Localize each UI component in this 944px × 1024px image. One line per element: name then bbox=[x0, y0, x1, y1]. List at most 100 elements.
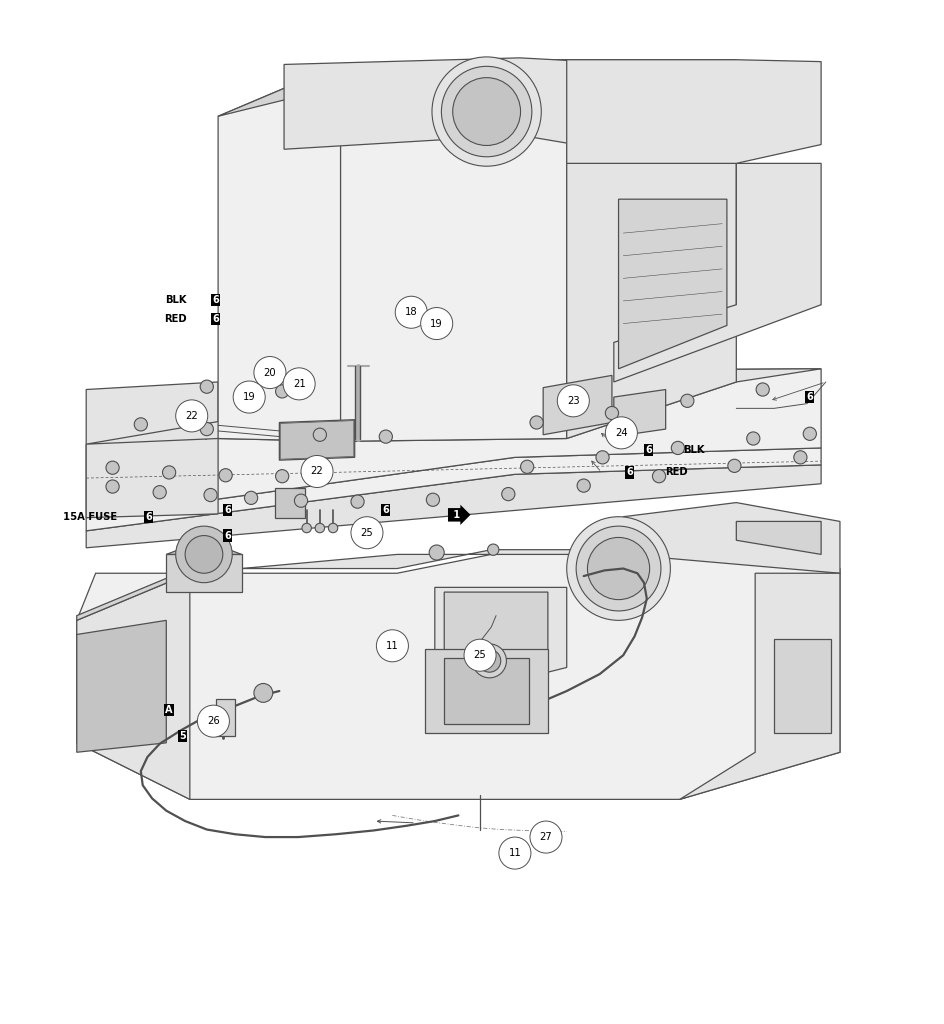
Text: 26: 26 bbox=[207, 716, 220, 726]
Circle shape bbox=[219, 469, 232, 482]
Circle shape bbox=[350, 517, 382, 549]
Circle shape bbox=[376, 630, 408, 662]
Polygon shape bbox=[86, 465, 820, 548]
Polygon shape bbox=[614, 389, 665, 436]
Circle shape bbox=[197, 706, 229, 737]
Circle shape bbox=[472, 644, 506, 678]
Polygon shape bbox=[444, 592, 548, 691]
Circle shape bbox=[106, 461, 119, 474]
Text: 19: 19 bbox=[243, 392, 255, 402]
Circle shape bbox=[244, 492, 258, 505]
Polygon shape bbox=[623, 503, 839, 573]
Text: 6: 6 bbox=[211, 295, 218, 305]
Circle shape bbox=[302, 523, 312, 532]
Polygon shape bbox=[166, 541, 242, 554]
Polygon shape bbox=[618, 200, 726, 369]
Text: 6: 6 bbox=[805, 392, 813, 402]
Circle shape bbox=[176, 400, 208, 432]
Polygon shape bbox=[218, 65, 340, 441]
Circle shape bbox=[283, 368, 314, 400]
Polygon shape bbox=[279, 420, 354, 460]
Circle shape bbox=[478, 649, 500, 672]
Circle shape bbox=[106, 480, 119, 494]
Circle shape bbox=[185, 536, 223, 573]
Text: 22: 22 bbox=[311, 467, 323, 476]
Circle shape bbox=[576, 526, 660, 611]
Text: 18: 18 bbox=[405, 307, 417, 317]
Circle shape bbox=[605, 407, 618, 420]
Circle shape bbox=[276, 385, 289, 398]
Polygon shape bbox=[340, 59, 566, 441]
Polygon shape bbox=[735, 521, 820, 554]
Text: 6: 6 bbox=[224, 505, 230, 515]
Text: 6: 6 bbox=[645, 444, 651, 455]
Text: 20: 20 bbox=[263, 368, 276, 378]
Text: 25: 25 bbox=[473, 650, 486, 660]
Text: 25: 25 bbox=[361, 527, 373, 538]
Circle shape bbox=[587, 538, 649, 600]
Circle shape bbox=[429, 545, 444, 560]
Circle shape bbox=[350, 495, 363, 508]
Circle shape bbox=[295, 495, 308, 507]
Circle shape bbox=[727, 459, 740, 472]
Polygon shape bbox=[76, 573, 190, 800]
Polygon shape bbox=[543, 376, 612, 435]
Circle shape bbox=[395, 296, 427, 329]
Polygon shape bbox=[86, 382, 218, 518]
Circle shape bbox=[254, 356, 286, 388]
Circle shape bbox=[577, 479, 590, 493]
Text: RED: RED bbox=[164, 313, 187, 324]
Circle shape bbox=[793, 451, 806, 464]
Circle shape bbox=[557, 385, 589, 417]
Polygon shape bbox=[284, 57, 641, 156]
Polygon shape bbox=[275, 487, 305, 518]
Polygon shape bbox=[280, 421, 353, 459]
Circle shape bbox=[670, 441, 683, 455]
Text: 27: 27 bbox=[539, 833, 552, 842]
Circle shape bbox=[134, 418, 147, 431]
Text: 19: 19 bbox=[430, 318, 443, 329]
Text: 6: 6 bbox=[382, 505, 389, 515]
Circle shape bbox=[746, 432, 759, 445]
Text: 24: 24 bbox=[615, 428, 627, 438]
Text: 21: 21 bbox=[293, 379, 305, 389]
Text: 6: 6 bbox=[211, 313, 218, 324]
Circle shape bbox=[200, 423, 213, 435]
Circle shape bbox=[426, 494, 439, 506]
Polygon shape bbox=[86, 447, 820, 530]
Circle shape bbox=[651, 470, 665, 482]
Polygon shape bbox=[434, 588, 566, 700]
Polygon shape bbox=[614, 164, 820, 382]
Text: 22: 22 bbox=[185, 411, 198, 421]
Polygon shape bbox=[190, 550, 839, 573]
Polygon shape bbox=[679, 573, 839, 800]
Text: RED: RED bbox=[664, 467, 686, 477]
Polygon shape bbox=[216, 698, 235, 736]
Circle shape bbox=[452, 78, 520, 145]
Polygon shape bbox=[773, 639, 830, 733]
Circle shape bbox=[596, 451, 609, 464]
Circle shape bbox=[204, 488, 217, 502]
Text: 1: 1 bbox=[449, 510, 463, 520]
Circle shape bbox=[464, 639, 496, 672]
Circle shape bbox=[605, 417, 636, 449]
Circle shape bbox=[328, 523, 337, 532]
Polygon shape bbox=[218, 59, 735, 117]
Circle shape bbox=[755, 383, 768, 396]
Circle shape bbox=[441, 67, 531, 157]
Circle shape bbox=[802, 427, 816, 440]
Circle shape bbox=[254, 683, 273, 702]
Polygon shape bbox=[86, 369, 820, 518]
Circle shape bbox=[276, 470, 289, 482]
Text: 5: 5 bbox=[178, 731, 185, 741]
Circle shape bbox=[530, 821, 562, 853]
Text: 6: 6 bbox=[144, 512, 152, 521]
Circle shape bbox=[431, 57, 541, 166]
Circle shape bbox=[680, 394, 693, 408]
Polygon shape bbox=[566, 59, 820, 164]
Polygon shape bbox=[76, 621, 166, 753]
Polygon shape bbox=[444, 658, 529, 724]
Circle shape bbox=[501, 487, 514, 501]
Circle shape bbox=[312, 428, 326, 441]
Circle shape bbox=[379, 430, 392, 443]
